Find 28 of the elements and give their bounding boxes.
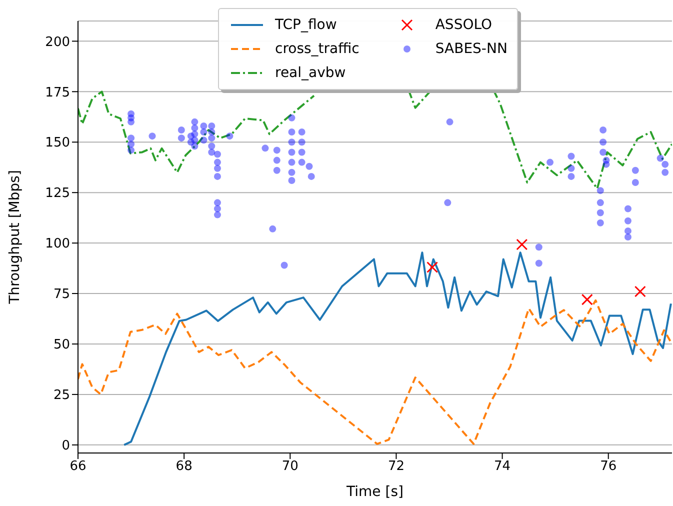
- point: [581, 294, 593, 306]
- line-series: [123, 252, 672, 446]
- y-axis-title: Throughput [Mbps]: [6, 170, 23, 305]
- y-tick-label: 50: [53, 338, 70, 353]
- x-tick-label: 74: [494, 459, 511, 474]
- legend-label: SABES-NN: [435, 41, 508, 57]
- x-tick-label: 68: [176, 459, 192, 474]
- y-tick-label: 200: [45, 34, 70, 50]
- legend-label: real_avbw: [275, 65, 346, 81]
- x-tick-label: 70: [282, 459, 298, 474]
- point: [426, 262, 438, 274]
- y-tick-label: 150: [45, 136, 70, 151]
- y-tick-label: 175: [45, 85, 70, 100]
- point: [516, 238, 528, 250]
- x-tick-label: 66: [70, 459, 86, 474]
- x-tick-label: 72: [388, 459, 404, 474]
- y-tick-label: 125: [45, 186, 70, 202]
- line-series: [78, 299, 672, 445]
- legend-label: TCP_flow: [275, 17, 337, 33]
- x-tick-label: 76: [600, 459, 617, 474]
- y-tick-label: 75: [53, 287, 70, 302]
- legend-label: cross_traffic: [275, 41, 360, 57]
- y-tick-label: 0: [62, 438, 70, 454]
- y-tick-label: 100: [45, 236, 70, 252]
- x-axis-title: Time [s]: [346, 484, 404, 500]
- y-tick-label: 25: [53, 388, 70, 404]
- point: [634, 286, 646, 298]
- legend-label: ASSOLO: [435, 17, 492, 33]
